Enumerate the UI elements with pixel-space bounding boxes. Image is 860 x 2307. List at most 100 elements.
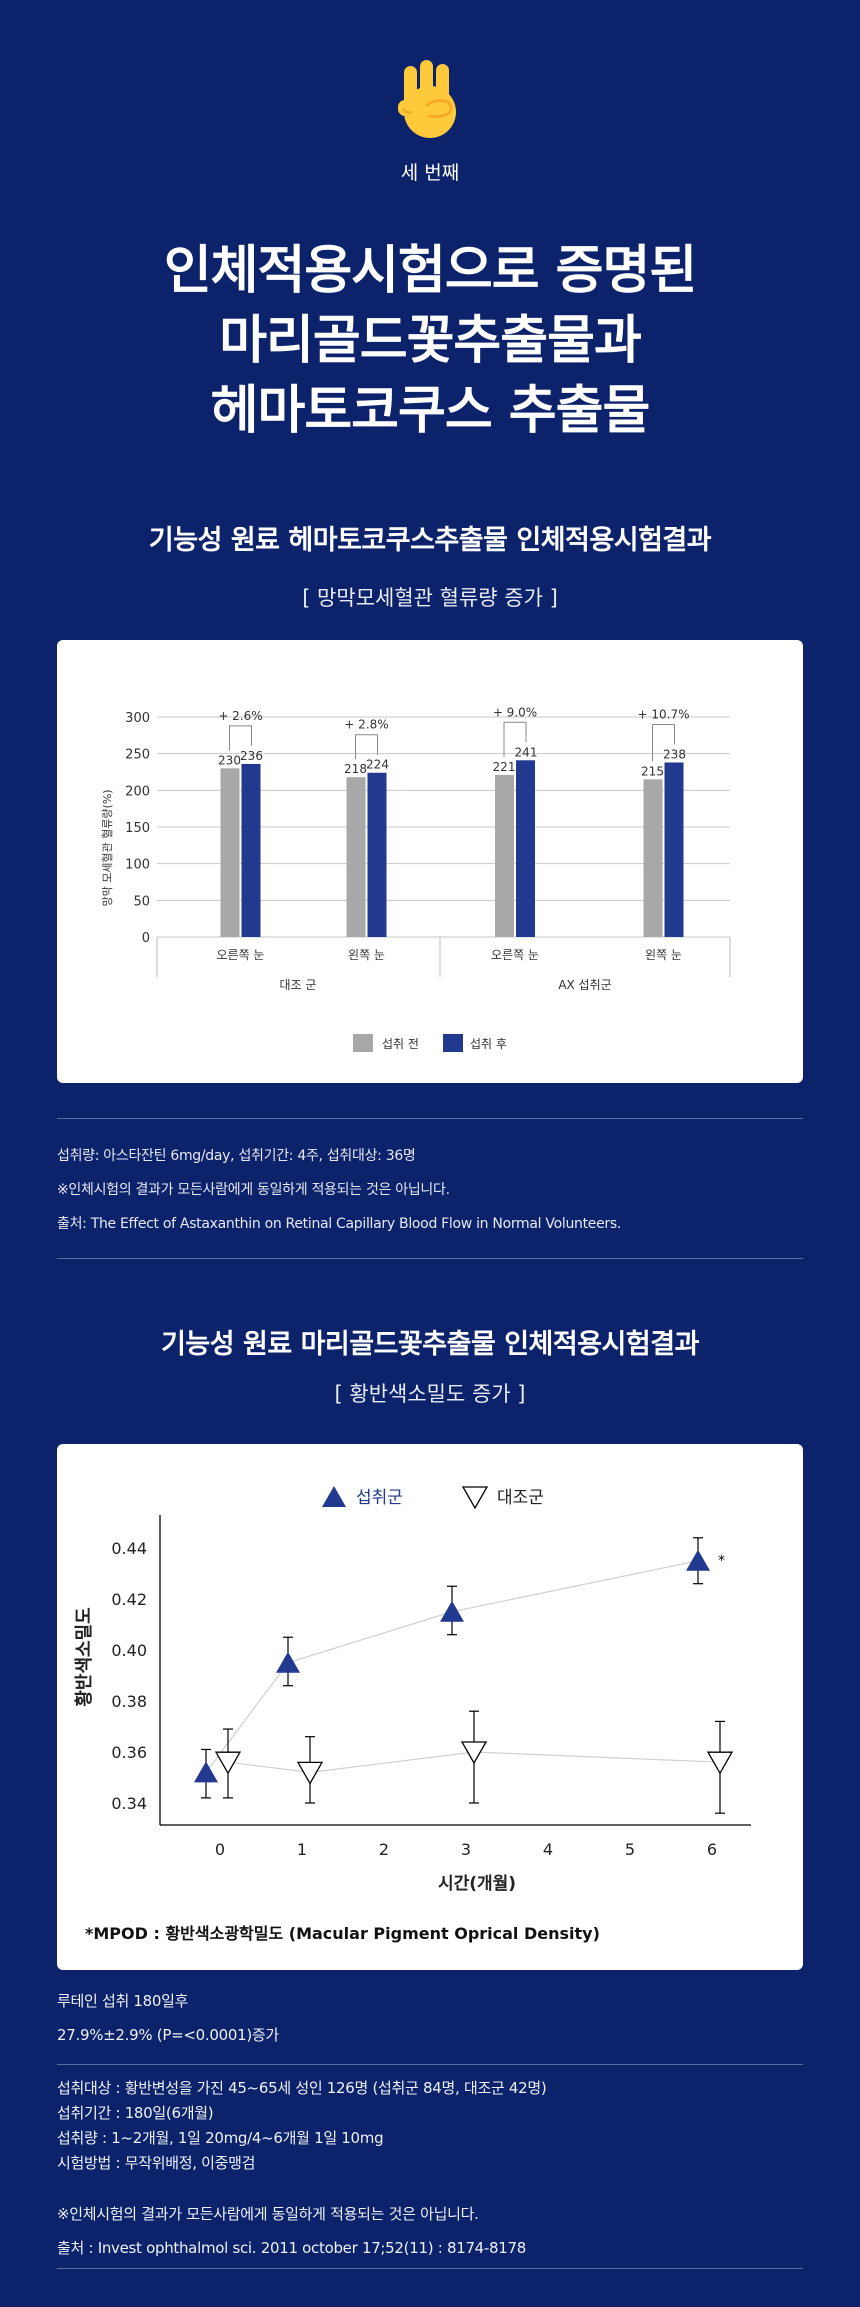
change-label: + 2.6% (218, 709, 262, 723)
change-bracket (652, 723, 675, 762)
legend-intake-marker (322, 1486, 346, 1507)
category-label: 왼쪽 눈 (645, 948, 682, 962)
change-label: + 9.0% (493, 705, 537, 719)
category-label: 오른쪽 눈 (217, 948, 265, 962)
bar-value-label: 215 (641, 764, 664, 778)
y-tick-label: 0.34 (111, 1794, 147, 1813)
divider (57, 2064, 803, 2065)
divider (57, 1118, 803, 1119)
legend-swatch-after (443, 1034, 463, 1052)
source-note: 출처: The Effect of Astaxanthin on Retinal… (57, 1216, 622, 1232)
series-line (227, 1751, 721, 1774)
result-line: 27.9%±2.9% (P=<0.0001)증가 (57, 2026, 279, 2044)
change-label: + 2.8% (344, 718, 388, 732)
control-data-point (460, 1741, 488, 1765)
y-axis-title: 황반색소밀도 (74, 1607, 95, 1706)
bar-value-label: 241 (515, 745, 538, 759)
x-axis-title: 시간(개월) (438, 1874, 516, 1894)
mpod-chart-card: 0.34 0.36 0.38 0.40 0.42 0.44 0 1 2 3 4 5 6 시간(개월) 황반색… (57, 1444, 803, 1970)
detail-line: 섭취량 : 1~2개월, 1일 20mg/4~6개월 1일 10mg (57, 2129, 384, 2147)
x-tick-label: 3 (461, 1840, 471, 1859)
y-tick-label: 0 (142, 931, 150, 946)
section1-heading: 기능성 원료 헤마토코쿠스추출물 인체적용시험결과 (148, 525, 712, 556)
group-label: AX 섭취군 (558, 978, 611, 992)
x-tick-label: 6 (707, 1840, 717, 1859)
section2-heading: 기능성 원료 마리골드꽃추출물 인체적용시험결과 (161, 1329, 699, 1360)
y-tick-label: 50 (133, 894, 150, 909)
legend-label: 대조군 (497, 1488, 544, 1508)
change-bracket (229, 725, 252, 751)
section1-subheading: [ 망막모세혈관 혈류량 증가 ] (302, 586, 558, 610)
category-label: 왼쪽 눈 (348, 948, 385, 962)
intake-data-point (276, 1651, 300, 1673)
y-tick-label: 0.44 (111, 1539, 147, 1558)
divider (57, 2268, 803, 2269)
y-tick-label: 150 (125, 821, 150, 836)
bar-value-label: 224 (366, 758, 389, 772)
control-data-point (296, 1761, 324, 1785)
detail-line: 시험방법 : 무작위배정, 이중맹검 (57, 2154, 256, 2172)
y-tick-label: 100 (125, 858, 150, 873)
three-fingers-hand-icon (398, 58, 462, 140)
bar-value-label: 218 (344, 762, 367, 776)
legend-label: 섭취 전 (382, 1037, 419, 1051)
intake-data-point (686, 1549, 710, 1571)
change-label: + 10.7% (638, 707, 690, 721)
section2-subheading: [ 황반색소밀도 증가 ] (334, 1382, 526, 1406)
x-tick-label: 1 (297, 1840, 307, 1859)
bar-value-label: 221 (493, 760, 516, 774)
bar-after (664, 762, 684, 937)
y-tick-label: 300 (125, 711, 150, 726)
x-tick-label: 2 (379, 1840, 389, 1859)
y-tick-label: 0.42 (111, 1590, 147, 1609)
result-line: 루테인 섭취 180일후 (57, 1992, 189, 2010)
y-tick-label: 200 (125, 784, 150, 799)
change-bracket (503, 721, 527, 757)
bar-before (643, 779, 663, 937)
intake-note: 섭취량: 아스타잔틴 6mg/day, 섭취기간: 4주, 섭취대상: 36명 (57, 1148, 416, 1164)
bar-before (220, 768, 240, 937)
bar-before (495, 774, 514, 937)
legend-control-marker (461, 1486, 489, 1510)
bar-after (241, 763, 261, 937)
intake-data-point (440, 1600, 464, 1622)
bar-after (367, 772, 387, 937)
divider (57, 1258, 803, 1259)
blood-flow-bar-chart: 0 50 100 150 200 250 300 망막 모세혈관 혈류량(%) 230 236 + … (100, 705, 731, 1052)
legend-swatch-before (353, 1034, 373, 1052)
y-tick-label: 0.40 (111, 1641, 147, 1660)
bar-value-label: 238 (663, 747, 686, 761)
x-tick-label: 5 (625, 1840, 635, 1859)
y-tick-label: 250 (125, 748, 150, 763)
group-label: 대조 군 (280, 978, 317, 992)
x-tick-label: 0 (215, 1840, 225, 1859)
disclaimer-note: ※인체시험의 결과가 모든사람에게 동일하게 적용되는 것은 아닙니다. (57, 2205, 479, 2223)
detail-line: 섭취대상 : 황반변성을 가진 45~65세 성인 126명 (섭취군 84명,… (57, 2079, 547, 2097)
bar-after (516, 760, 535, 937)
title-line: 인체적용시험으로 증명된 (163, 241, 697, 301)
y-axis-title: 망막 모세혈관 혈류량(%) (100, 789, 114, 906)
mpod-footnote: *MPOD : 황반색소광학밀도 (Macular Pigment Oprica… (85, 1924, 600, 1943)
title-line: 헤마토코쿠스 추출물 (210, 381, 651, 441)
y-tick-label: 0.36 (111, 1743, 147, 1762)
legend-label: 섭취 후 (470, 1037, 507, 1051)
control-data-point (706, 1751, 734, 1775)
y-tick-label: 0.38 (111, 1692, 147, 1711)
page-title: 인체적용시험으로 증명된 마리골드꽃추출물과 헤마토코쿠스 추출물 (0, 236, 860, 446)
significance-marker: * (718, 1553, 725, 1569)
control-data-point (214, 1751, 242, 1775)
detail-line: 섭취기간 : 180일(6개월) (57, 2104, 214, 2122)
legend-label: 섭취군 (356, 1488, 403, 1508)
title-line: 마리골드꽃추출물과 (219, 311, 642, 371)
bar-before (346, 777, 366, 937)
category-label: 오른쪽 눈 (491, 948, 539, 962)
step-label: 세 번째 (400, 162, 460, 184)
source-note: 출처 : Invest ophthalmol sci. 2011 october… (57, 2239, 527, 2257)
x-tick-label: 4 (543, 1840, 553, 1859)
change-bracket (355, 734, 378, 760)
intake-data-point (194, 1761, 218, 1783)
mpod-line-chart: 0.34 0.36 0.38 0.40 0.42 0.44 0 1 2 3 4 5 6 시간(개월) 황반색… (74, 1486, 751, 1943)
bar-value-label: 230 (218, 753, 241, 767)
bar-value-label: 236 (240, 749, 263, 763)
disclaimer-note: ※인체시험의 결과가 모든사람에게 동일하게 적용되는 것은 아닙니다. (57, 1182, 450, 1198)
